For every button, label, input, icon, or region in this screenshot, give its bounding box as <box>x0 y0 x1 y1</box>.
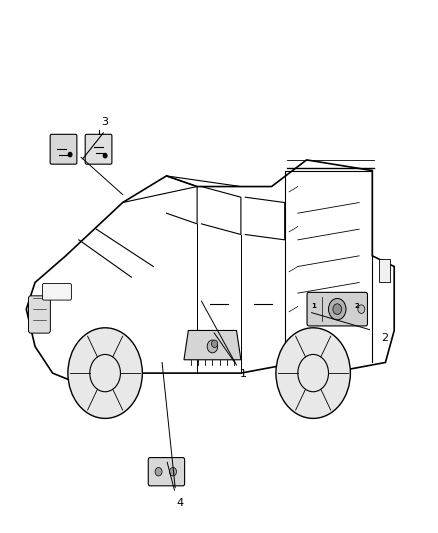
Circle shape <box>276 328 350 418</box>
Text: 3: 3 <box>102 117 109 127</box>
Text: 1: 1 <box>240 369 247 379</box>
FancyBboxPatch shape <box>85 134 112 164</box>
Text: 4: 4 <box>176 498 183 508</box>
Bar <box>379 259 390 282</box>
Text: 1: 1 <box>311 303 317 310</box>
Circle shape <box>358 305 365 313</box>
FancyBboxPatch shape <box>28 296 50 333</box>
Circle shape <box>68 328 142 418</box>
FancyBboxPatch shape <box>50 134 77 164</box>
Polygon shape <box>184 330 241 360</box>
Circle shape <box>207 340 218 353</box>
Circle shape <box>333 304 342 314</box>
Circle shape <box>170 467 177 476</box>
FancyBboxPatch shape <box>42 284 71 300</box>
Circle shape <box>212 340 218 348</box>
Circle shape <box>103 154 107 158</box>
Circle shape <box>68 152 72 157</box>
FancyBboxPatch shape <box>148 457 184 486</box>
Circle shape <box>328 298 346 320</box>
Text: 2: 2 <box>381 333 388 343</box>
Circle shape <box>155 467 162 476</box>
Text: 2: 2 <box>355 303 359 310</box>
FancyBboxPatch shape <box>307 292 367 326</box>
